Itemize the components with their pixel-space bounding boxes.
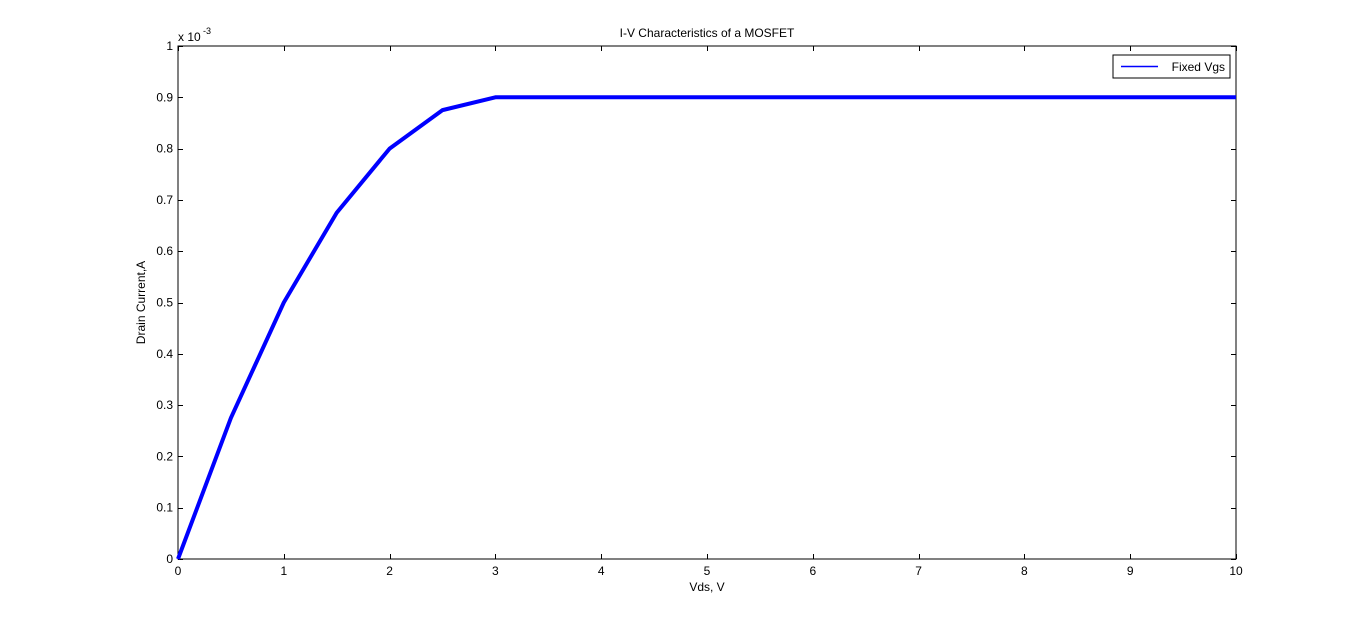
y-tick-label: 1 [166,39,173,53]
x-tick-label: 0 [175,564,182,578]
plot-area [177,45,1237,560]
y-axis-exponent: x 10 -3 [178,26,211,44]
y-tick-label: 0.9 [156,90,173,104]
x-axis-label: Vds, V [689,580,724,594]
x-tick-label: 8 [1021,564,1028,578]
axes: 0 1 2 3 4 5 6 7 8 9 10 0 0.1 0.2 0.3 0.4 0.5 0.6 0.7 0.8 0.… [156,39,1243,578]
x-tick-label: 3 [492,564,499,578]
y-tick-label: 0.6 [156,244,173,258]
y-tick-label: 0.7 [156,193,173,207]
y-exponent-base: x 10 [178,30,201,44]
chart-title: I-V Characteristics of a MOSFET [620,26,795,40]
x-tick-label: 9 [1127,564,1134,578]
y-tick-label: 0.5 [156,296,173,310]
legend-label-fixed-vgs: Fixed Vgs [1172,60,1225,74]
series-lines [176,95,1236,560]
y-axis-ticks [178,46,1236,560]
y-tick-label: 0 [166,552,173,566]
x-axis-tick-labels: 0 1 2 3 4 5 6 7 8 9 10 [175,564,1243,578]
x-tick-label: 10 [1229,564,1243,578]
y-tick-label: 0.1 [156,501,173,515]
y-tick-label: 0.8 [156,142,173,156]
y-tick-label: 0.2 [156,449,173,463]
y-tick-label: 0.4 [156,347,173,361]
y-axis-tick-labels: 0 0.1 0.2 0.3 0.4 0.5 0.6 0.7 0.8 0.9 1 [156,39,173,566]
x-tick-label: 1 [280,564,287,578]
y-tick-label: 0.3 [156,398,173,412]
y-axis-label: Drain Current,A [134,261,148,344]
x-axis-ticks [178,46,1237,559]
legend-box [1112,54,1231,79]
x-tick-label: 4 [598,564,605,578]
x-tick-label: 7 [915,564,922,578]
x-tick-label: 6 [809,564,816,578]
y-exponent-power: -3 [203,26,211,36]
x-tick-label: 5 [704,564,711,578]
legend[interactable]: Fixed Vgs [1112,54,1231,79]
series-line-fixed-vgs [176,95,1236,560]
x-tick-label: 2 [386,564,393,578]
